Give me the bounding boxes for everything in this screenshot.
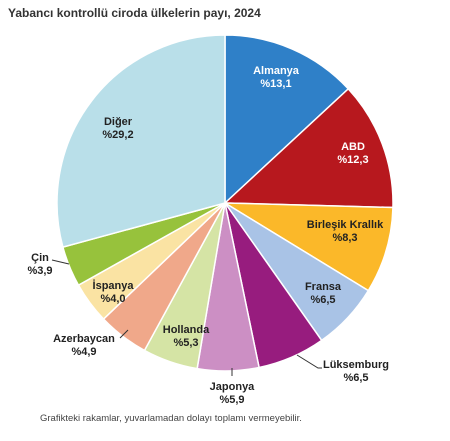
- slice-value-label: %13,1: [260, 78, 291, 90]
- slice-name-label: Çin: [31, 252, 49, 264]
- slice-value-label: %4,9: [71, 346, 96, 358]
- slice-name-label: Fransa: [305, 281, 342, 293]
- slice-value-label: %8,3: [332, 232, 357, 244]
- label-leader-line: [51, 259, 70, 265]
- pie-slice-3: [222, 202, 394, 292]
- slice-label: Japonya %5,9: [210, 381, 256, 406]
- slice-label: Birleşik Krallık %8,3: [307, 219, 384, 244]
- slice-value-label: %5,9: [219, 394, 244, 406]
- slice-label: ABD %12,3: [337, 141, 368, 166]
- slice-value-label: %29,2: [102, 129, 133, 141]
- slice-label: Almanya %13,1: [253, 65, 300, 90]
- slice-name-label: Diğer: [104, 116, 133, 128]
- pie-slice-11: [56, 34, 226, 249]
- label-leader-line: [119, 329, 129, 339]
- slice-value-label: %6,5: [343, 372, 368, 384]
- slice-value-label: %4,0: [100, 293, 125, 305]
- slice-name-label: Japonya: [210, 381, 256, 393]
- label-leader-line: [296, 354, 322, 369]
- slice-label: İspanya %4,0: [93, 279, 135, 305]
- slice-name-label: ABD: [341, 141, 365, 153]
- slice-label: Hollanda %5,3: [163, 324, 210, 349]
- chart-title: Yabancı kontrollü ciroda ülkelerin payı,…: [8, 6, 261, 20]
- slice-value-label: %6,5: [310, 294, 335, 306]
- slice-label: Fransa %6,5: [305, 281, 342, 306]
- chart-footnote: Grafikteki rakamlar, yuvarlamadan dolayı…: [40, 413, 302, 424]
- pie-slice-1: [224, 34, 350, 205]
- slice-name-label: Lüksemburg: [323, 359, 389, 371]
- slice-name-label: Almanya: [253, 65, 300, 77]
- slice-value-label: %3,9: [27, 265, 52, 277]
- slice-name-label: Azerbaycan: [53, 333, 115, 345]
- slice-name-label: Birleşik Krallık: [307, 219, 384, 231]
- slice-value-label: %5,3: [173, 337, 198, 349]
- slice-name-label: Hollanda: [163, 324, 210, 336]
- pie-slice-2: [223, 87, 394, 209]
- slice-label: Çin %3,9: [27, 252, 52, 277]
- slice-value-label: %12,3: [337, 154, 368, 166]
- slice-name-label: İspanya: [93, 279, 135, 292]
- slice-label: Lüksemburg %6,5: [323, 359, 389, 384]
- slice-label: Diğer %29,2: [102, 116, 133, 141]
- slice-label: Azerbaycan %4,9: [53, 333, 115, 358]
